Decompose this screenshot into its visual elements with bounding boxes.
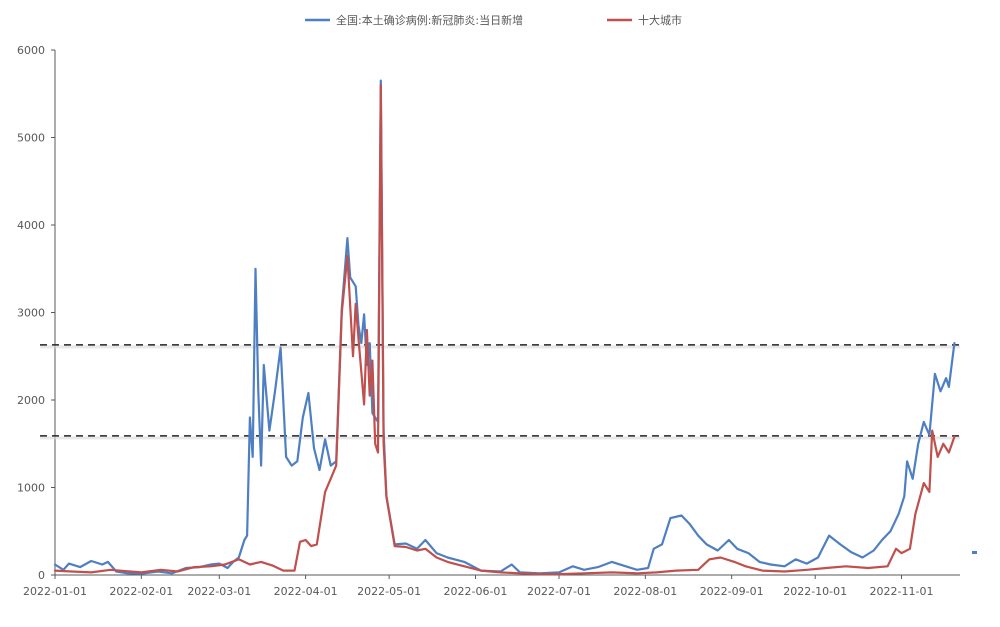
axes: 0 1000 2000 3000 4000 5000 6000 2022-01-01 2022…: [17, 44, 960, 598]
y-tick-label: 4000: [17, 219, 45, 232]
series-line-ten-cities: [53, 83, 956, 576]
y-tick-label: 6000: [17, 44, 45, 57]
x-tick-label: 2022-03-01: [187, 585, 251, 598]
y-tick-label: 5000: [17, 132, 45, 145]
x-tick-label: 2022-06-01: [444, 585, 508, 598]
legend-label-national: 全国:本土确诊病例:新冠肺炎:当日新增: [336, 13, 523, 27]
x-tick-label: 2022-05-01: [357, 585, 421, 598]
stray-mark: [972, 551, 977, 554]
series-line-national: [53, 79, 956, 575]
y-tick-label: 0: [38, 569, 45, 582]
x-tick-label: 2022-08-01: [613, 585, 677, 598]
x-tick-label: 2022-04-01: [274, 585, 338, 598]
y-tick-label: 1000: [17, 482, 45, 495]
x-tick-label: 2022-09-01: [700, 585, 764, 598]
x-tick-label: 2022-07-01: [527, 585, 591, 598]
x-tick-label: 2022-02-01: [109, 585, 173, 598]
x-tick-label: 2022-11-01: [870, 585, 934, 598]
x-tick-label: 2022-01-01: [23, 585, 87, 598]
x-tick-label: 2022-10-01: [783, 585, 847, 598]
legend: 全国:本土确诊病例:新冠肺炎:当日新增 十大城市: [305, 13, 682, 27]
y-tick-label: 2000: [17, 394, 45, 407]
legend-label-ten-cities: 十大城市: [638, 13, 682, 27]
y-tick-label: 3000: [17, 307, 45, 320]
